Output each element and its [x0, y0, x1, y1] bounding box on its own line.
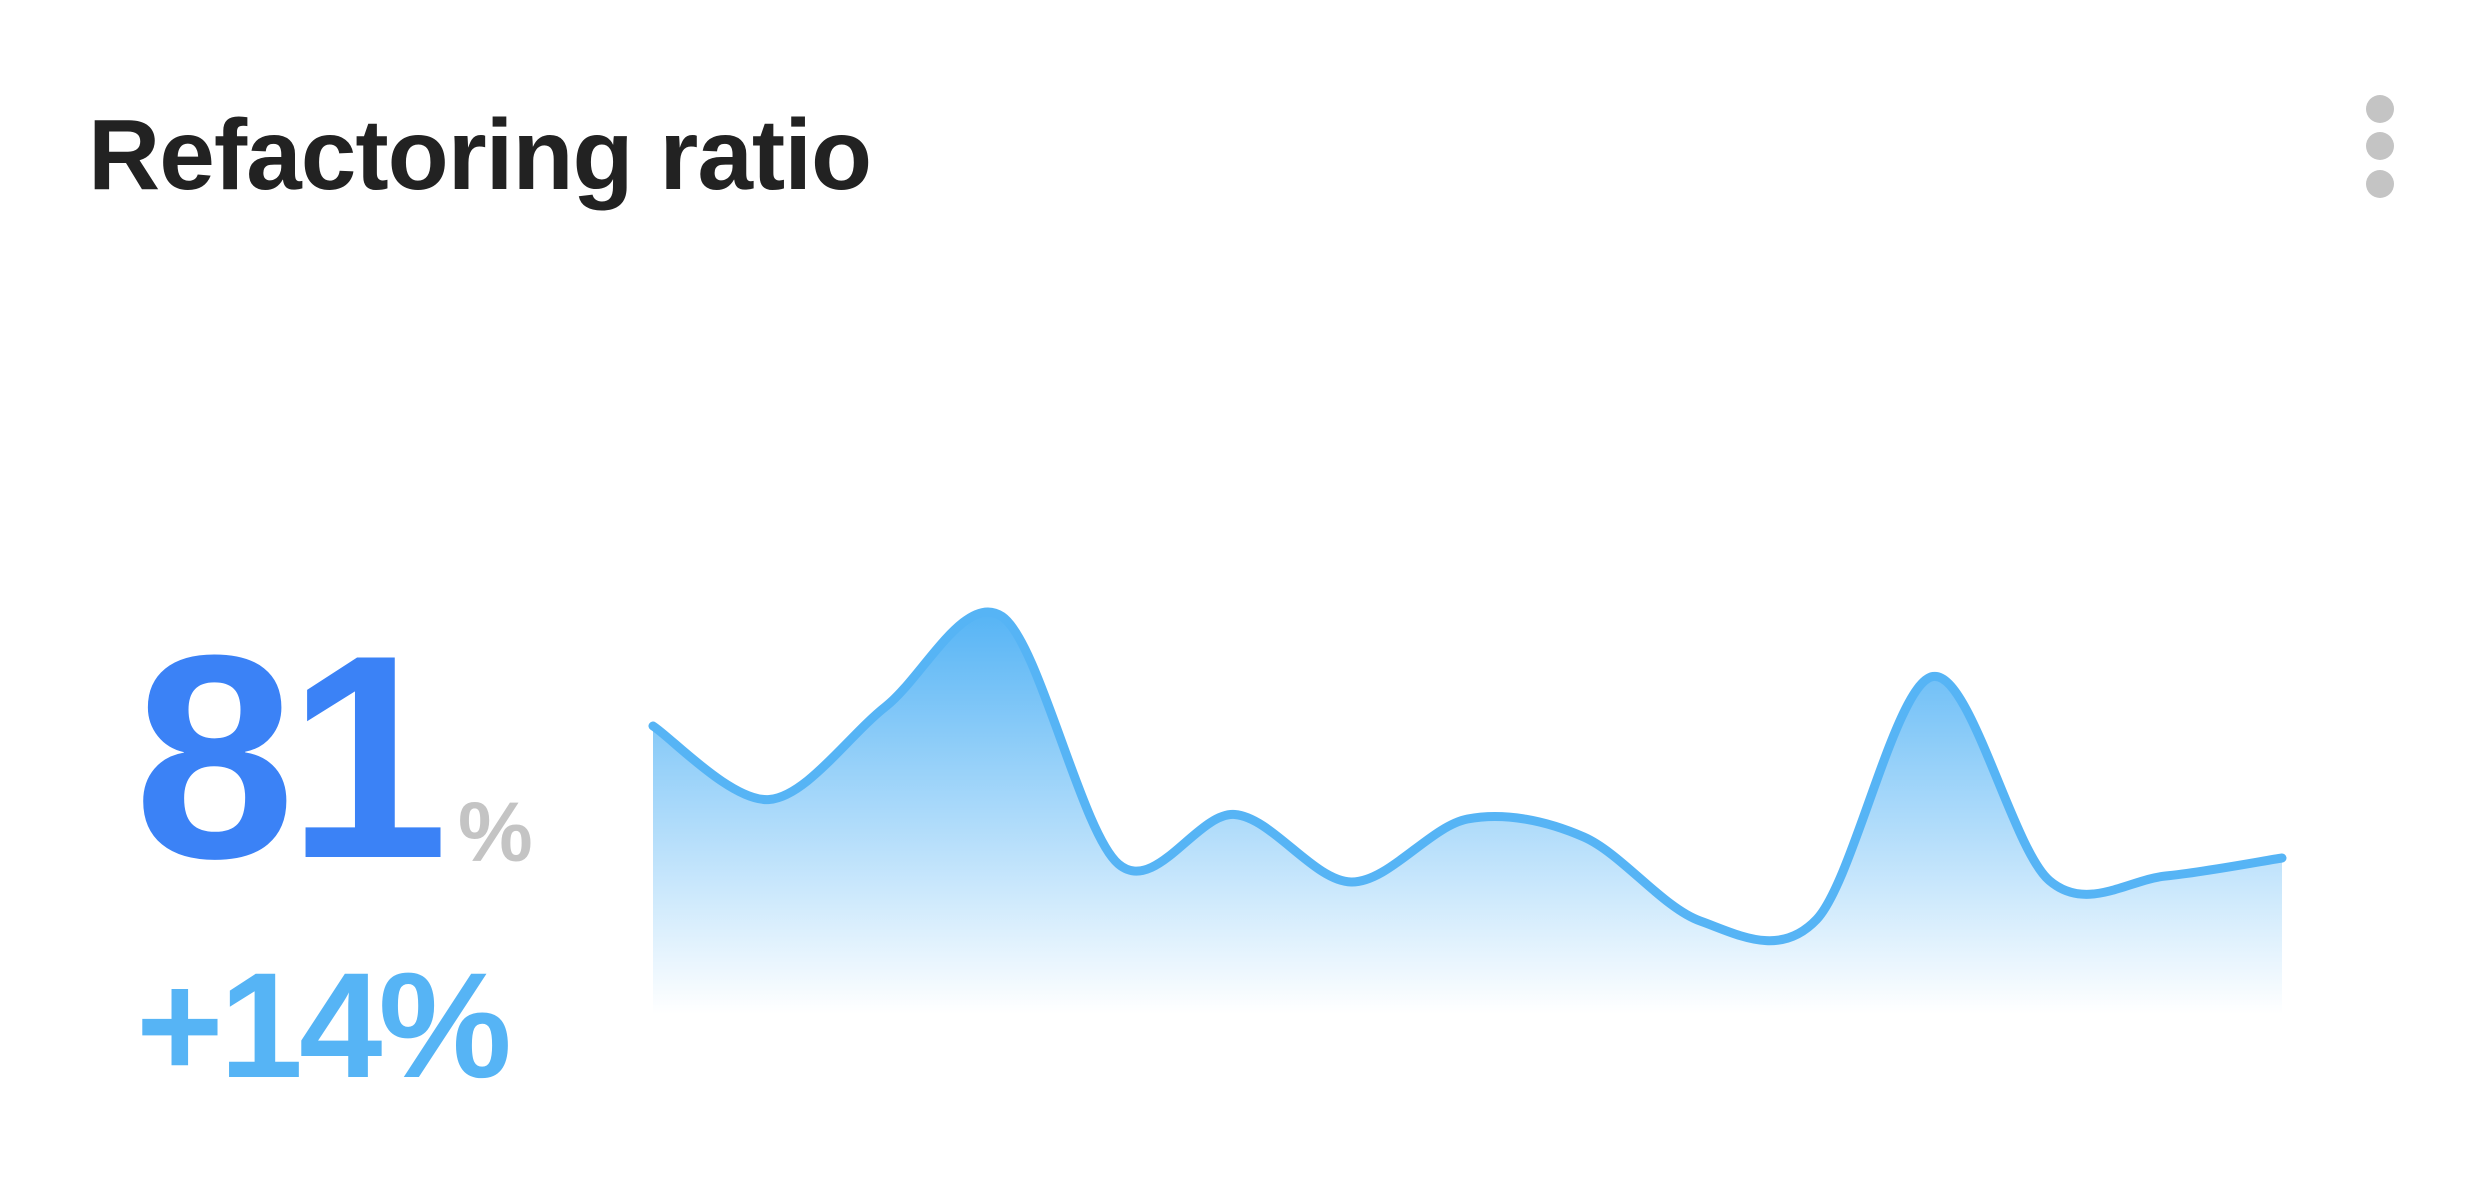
more-vertical-icon [2366, 95, 2394, 123]
more-options-button[interactable] [2364, 95, 2396, 201]
metric-change: +14% [136, 941, 512, 1109]
metric-value: 81 [134, 595, 449, 919]
more-vertical-icon-dot [2366, 132, 2394, 160]
series-area [653, 611, 2282, 1014]
metric-unit: % [458, 785, 533, 879]
more-vertical-icon-dot [2366, 170, 2394, 198]
card-title: Refactoring ratio [88, 99, 872, 211]
series-line [648, 607, 2287, 946]
